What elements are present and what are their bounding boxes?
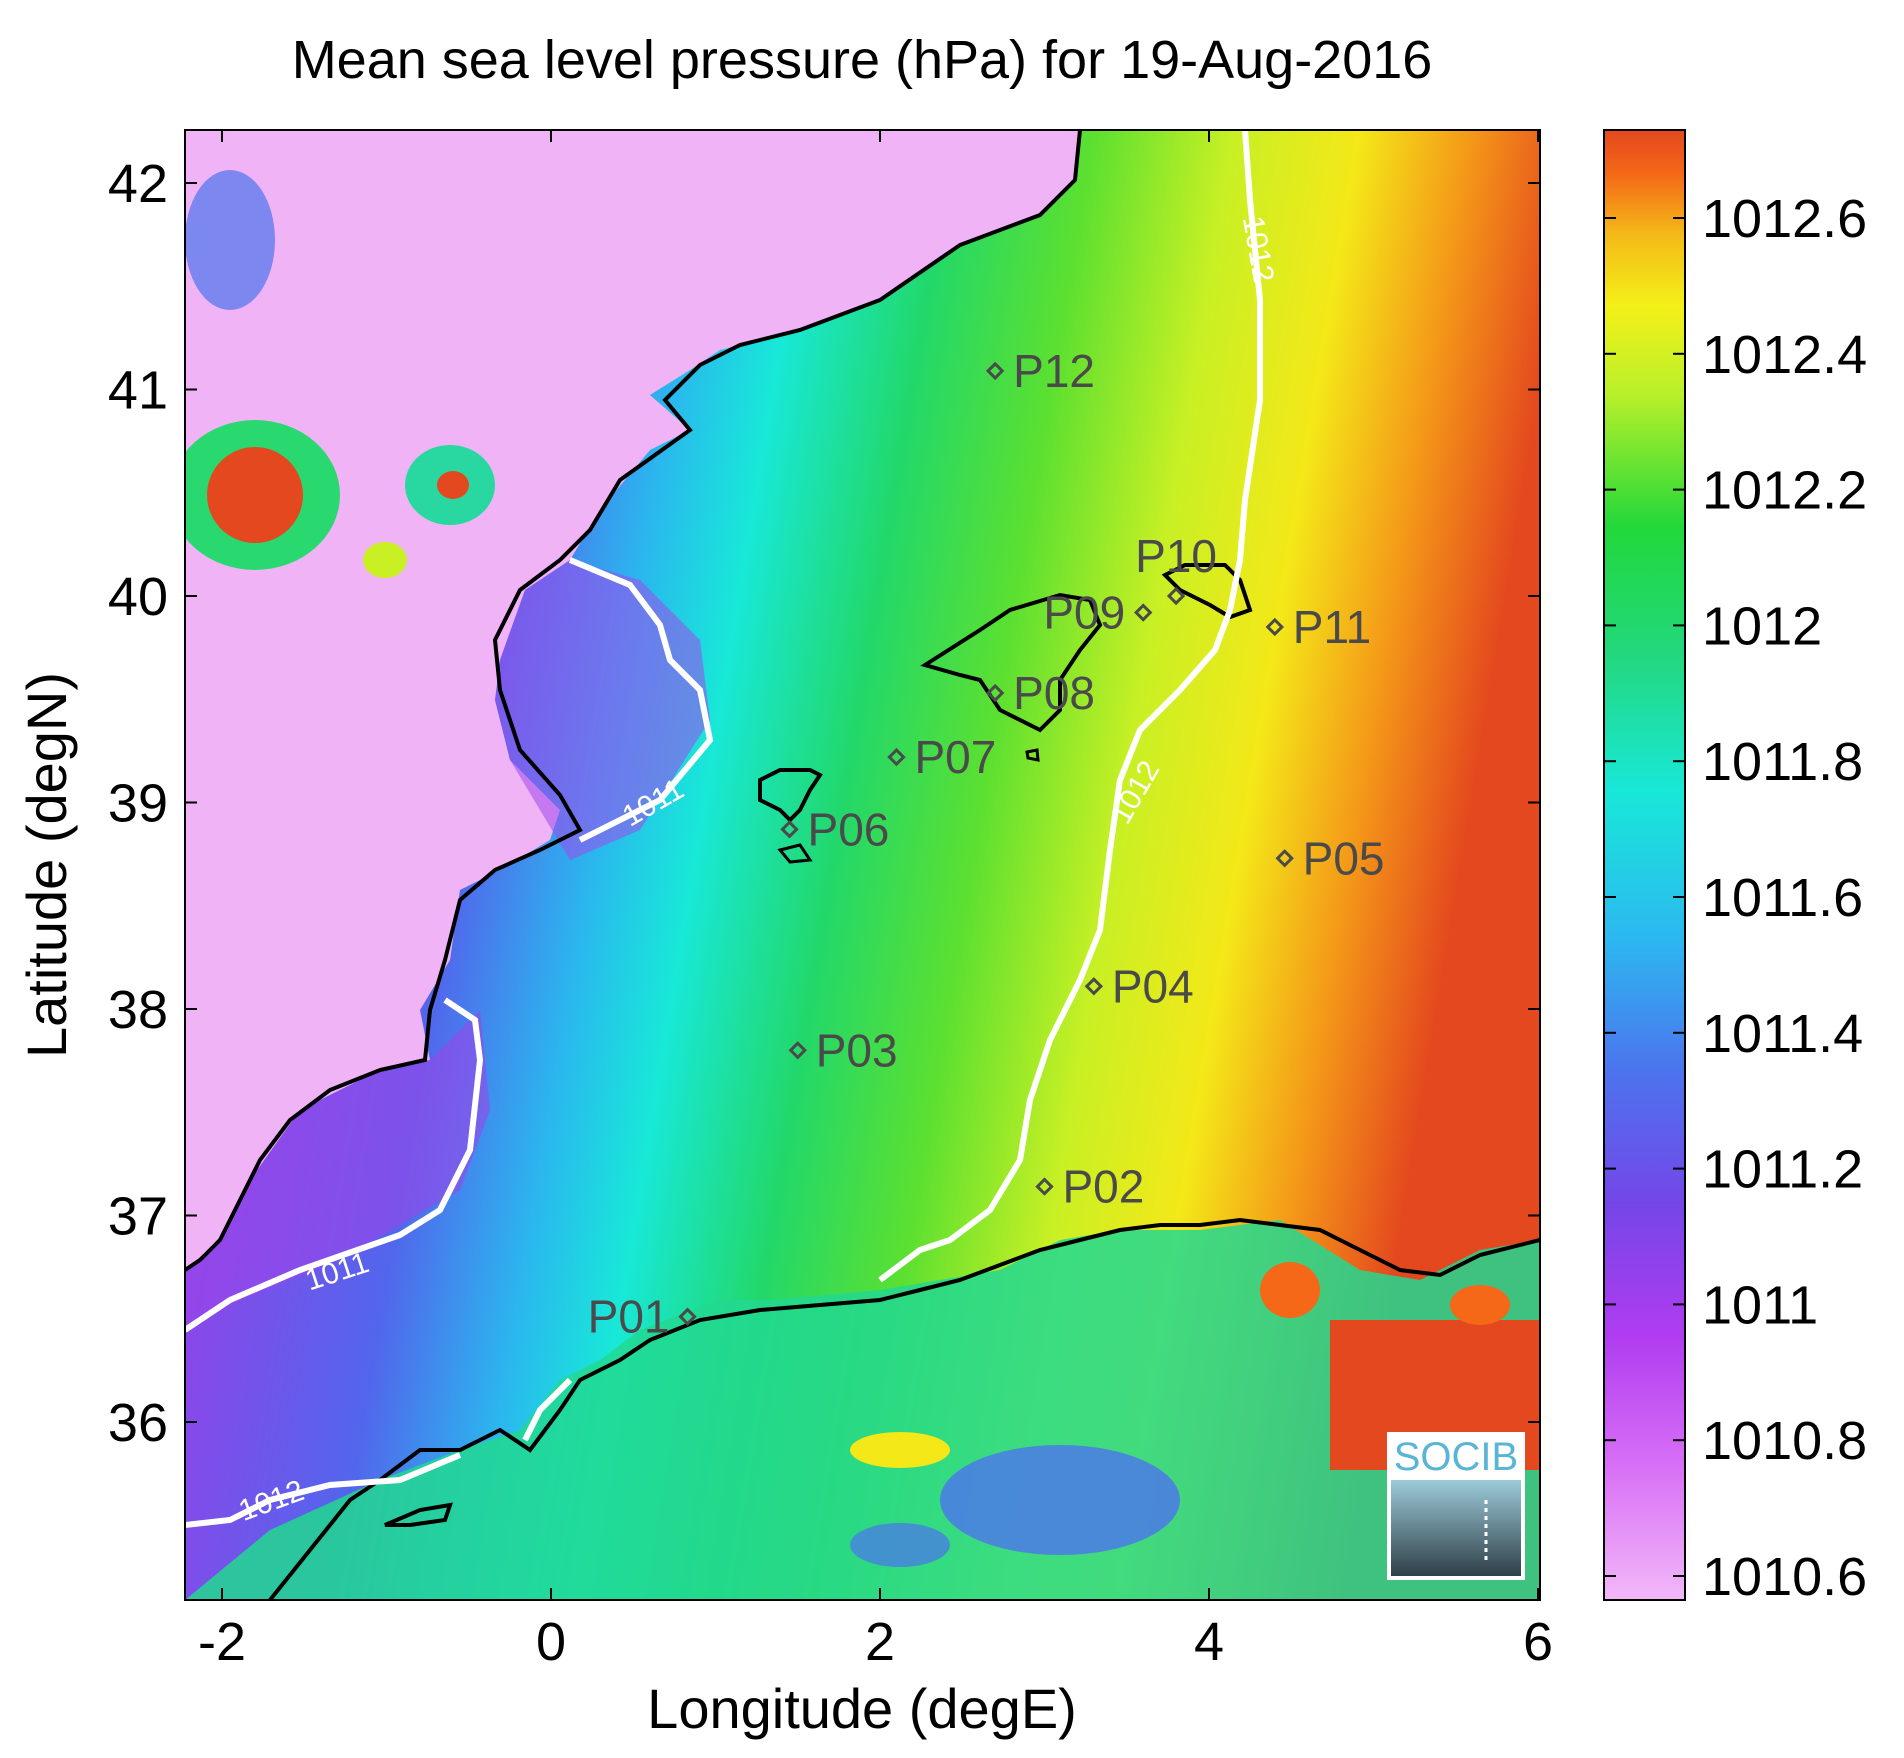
y-tick-label: 40: [108, 567, 168, 627]
station-marker: [1265, 617, 1284, 637]
africa-orange-cell-2: [1450, 1285, 1510, 1325]
iberia-land: [185, 130, 1080, 1270]
colorbar-tick-label: 1012.2: [1702, 461, 1867, 521]
colorbar: [1603, 129, 1686, 1601]
colorbar-tick-label: 1011.4: [1702, 1004, 1863, 1064]
africa-blue-cell: [850, 1523, 950, 1567]
station-marker: [1275, 849, 1294, 868]
station-marker: [1166, 586, 1186, 606]
x-tick-label: 4: [1194, 1612, 1224, 1672]
contour-1012-east: [878, 130, 1263, 1283]
x-tick-label: 2: [865, 1612, 895, 1672]
africa-blue-low: [940, 1445, 1180, 1555]
y-tick-label: 36: [108, 1393, 168, 1453]
inland-blue-patch: [185, 170, 275, 310]
inland-high-cell-west-core: [207, 447, 303, 543]
africa-coastline: [268, 1217, 1540, 1600]
southeast-low-band: [185, 1010, 490, 1330]
station-label-p09: P09: [1043, 587, 1125, 639]
africa-orange-cell: [1260, 1262, 1320, 1318]
station-marker: [1134, 603, 1153, 622]
x-tick-label: 6: [1523, 1612, 1553, 1672]
station-label-p10: P10: [1135, 530, 1217, 582]
contour-1012-southwest: [185, 1377, 573, 1528]
contour-1011-north: [568, 557, 714, 843]
station-label-p11: P11: [1293, 601, 1371, 653]
station-label-p12: P12: [1013, 345, 1095, 397]
map-title: Mean sea level pressure (hPa) for 19-Aug…: [292, 30, 1433, 90]
alboran-island: [384, 1502, 453, 1527]
socib-logo-text: SOCIB: [1394, 1435, 1518, 1479]
x-axis-label: Longitude (degE): [647, 1677, 1077, 1740]
ibiza-island: [758, 768, 823, 823]
colorbar-tick-label: 1010.6: [1702, 1547, 1867, 1607]
station-label-p02: P02: [1063, 1161, 1145, 1213]
africa-yellow-cell: [850, 1432, 950, 1468]
y-axis-label: Latitude (degN): [15, 672, 78, 1058]
colorbar-tick-label: 1010.8: [1702, 1411, 1867, 1471]
station-label-p05: P05: [1303, 832, 1385, 884]
station-marker: [788, 1041, 807, 1060]
y-tick-label: 42: [108, 154, 168, 214]
station-label-p07: P07: [914, 731, 996, 783]
station-marker: [678, 1307, 697, 1326]
cabrera-island: [1025, 748, 1040, 762]
inland-high-cell-east-core: [437, 471, 469, 499]
station-label-p04: P04: [1112, 960, 1194, 1012]
station-marker: [985, 361, 1005, 381]
station-marker: [1084, 977, 1104, 996]
x-tick-label: 0: [536, 1612, 566, 1672]
colorbar-tick-label: 1012: [1702, 596, 1822, 656]
station-label-p03: P03: [816, 1024, 898, 1076]
x-axis-ticks: -2 0 2 4 6: [198, 130, 1553, 1672]
colorbar-tick-label: 1011.8: [1702, 732, 1863, 792]
socib-logo: SOCIB: [1387, 1432, 1525, 1580]
y-tick-label: 41: [108, 361, 168, 421]
colorbar-ticks: 1010.6 1010.8 1011 1011.2 1011.4 1011.6 1011.8…: [1604, 189, 1867, 1607]
map-frame: [184, 129, 1541, 1601]
mallorca-island: [920, 592, 1103, 733]
inland-high-cell-small: [363, 542, 407, 578]
y-axis-ticks: 36 37 38 39 40 41 42: [108, 154, 1540, 1453]
iberia-coastline: [185, 130, 1082, 1272]
y-tick-label: 39: [108, 774, 168, 834]
station-label-p08: P08: [1013, 667, 1095, 719]
colorbar-tick-label: 1012.4: [1702, 325, 1867, 385]
y-tick-label: 38: [108, 980, 168, 1040]
station-marker: [780, 820, 799, 839]
station-label-p01: P01: [588, 1291, 670, 1343]
station-marker: [985, 683, 1005, 703]
menorca-island: [1161, 563, 1253, 620]
formentera-island: [777, 843, 813, 864]
station-marker: [1035, 1177, 1054, 1196]
station-marker: [887, 747, 906, 767]
africa-land: [185, 1220, 1540, 1600]
station-label-p06: P06: [808, 803, 890, 855]
contour-1011-south: [185, 997, 484, 1333]
colorbar-tick-label: 1011.6: [1702, 868, 1863, 928]
colorbar-tick-label: 1011.2: [1702, 1140, 1863, 1200]
y-tick-label: 37: [108, 1187, 168, 1247]
colorbar-tick-label: 1012.6: [1702, 189, 1867, 249]
colorbar-tick-label: 1011: [1702, 1275, 1818, 1335]
x-tick-label: -2: [198, 1612, 246, 1672]
